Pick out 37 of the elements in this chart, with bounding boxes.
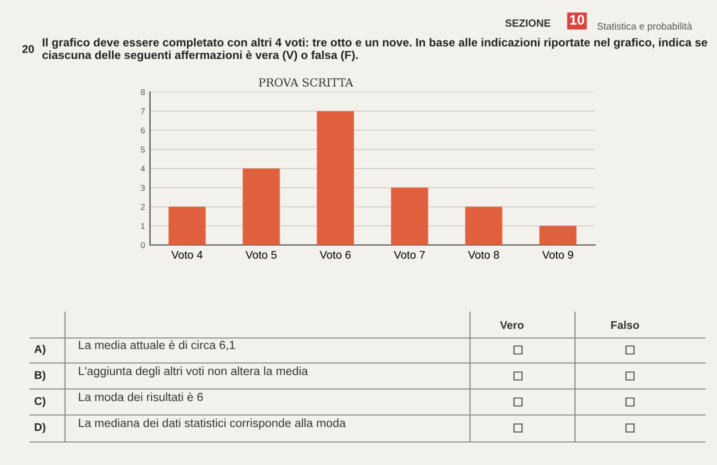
text: La mediana dei dati statistici corrisponde alla moda	[78, 418, 346, 430]
text: Vero	[500, 321, 524, 329]
bar	[242, 168, 280, 245]
y-tick-label: 5	[140, 146, 145, 152]
text: La media attuale è di circa 6,1	[78, 340, 235, 351]
x-tick-label: Voto 5	[246, 250, 277, 259]
x-tick-label: Voto 7	[394, 250, 425, 259]
text: Falso	[611, 320, 640, 329]
x-tick-label: Voto 4	[171, 250, 203, 259]
bar	[316, 111, 354, 245]
bar	[168, 206, 206, 245]
x-tick-label: Voto 8	[468, 250, 500, 259]
text: La moda dei risultati è 6	[78, 392, 203, 402]
y-tick-label: 7	[140, 108, 145, 114]
y-tick-label: 4	[140, 166, 145, 172]
text: 10	[570, 14, 584, 25]
y-tick-label: 3	[140, 184, 145, 191]
text: Il grafico deve essere completato con altri 4 voti: tre otto e un nove. In base alle indicazioni riportate nel grafico, indica se ciascuna delle seguenti affermazioni è vera (V) o falsa (F).	[42, 38, 708, 62]
y-tick-label: 8	[140, 89, 145, 96]
text: L'aggiunta degli altri voti non altera la media	[78, 366, 308, 378]
text: 20	[22, 45, 34, 53]
bar	[391, 188, 428, 245]
y-tick-label: 2	[140, 204, 145, 210]
bar	[539, 226, 576, 245]
text: B)	[34, 370, 46, 382]
chart-title: PROVA SCRITTA	[258, 78, 354, 87]
x-tick-label: Voto 6	[320, 250, 351, 259]
y-tick-label: 1	[141, 223, 145, 229]
x-tick-label: Voto 9	[542, 250, 574, 259]
text: D)	[34, 422, 46, 434]
text: C)	[34, 396, 46, 408]
y-tick-label: 0	[140, 242, 145, 248]
bar	[465, 206, 502, 245]
text: A)	[34, 344, 46, 356]
text: SEZIONE	[505, 19, 550, 27]
y-tick-label: 6	[140, 127, 145, 134]
text: Statistica e probabilità	[597, 22, 692, 32]
